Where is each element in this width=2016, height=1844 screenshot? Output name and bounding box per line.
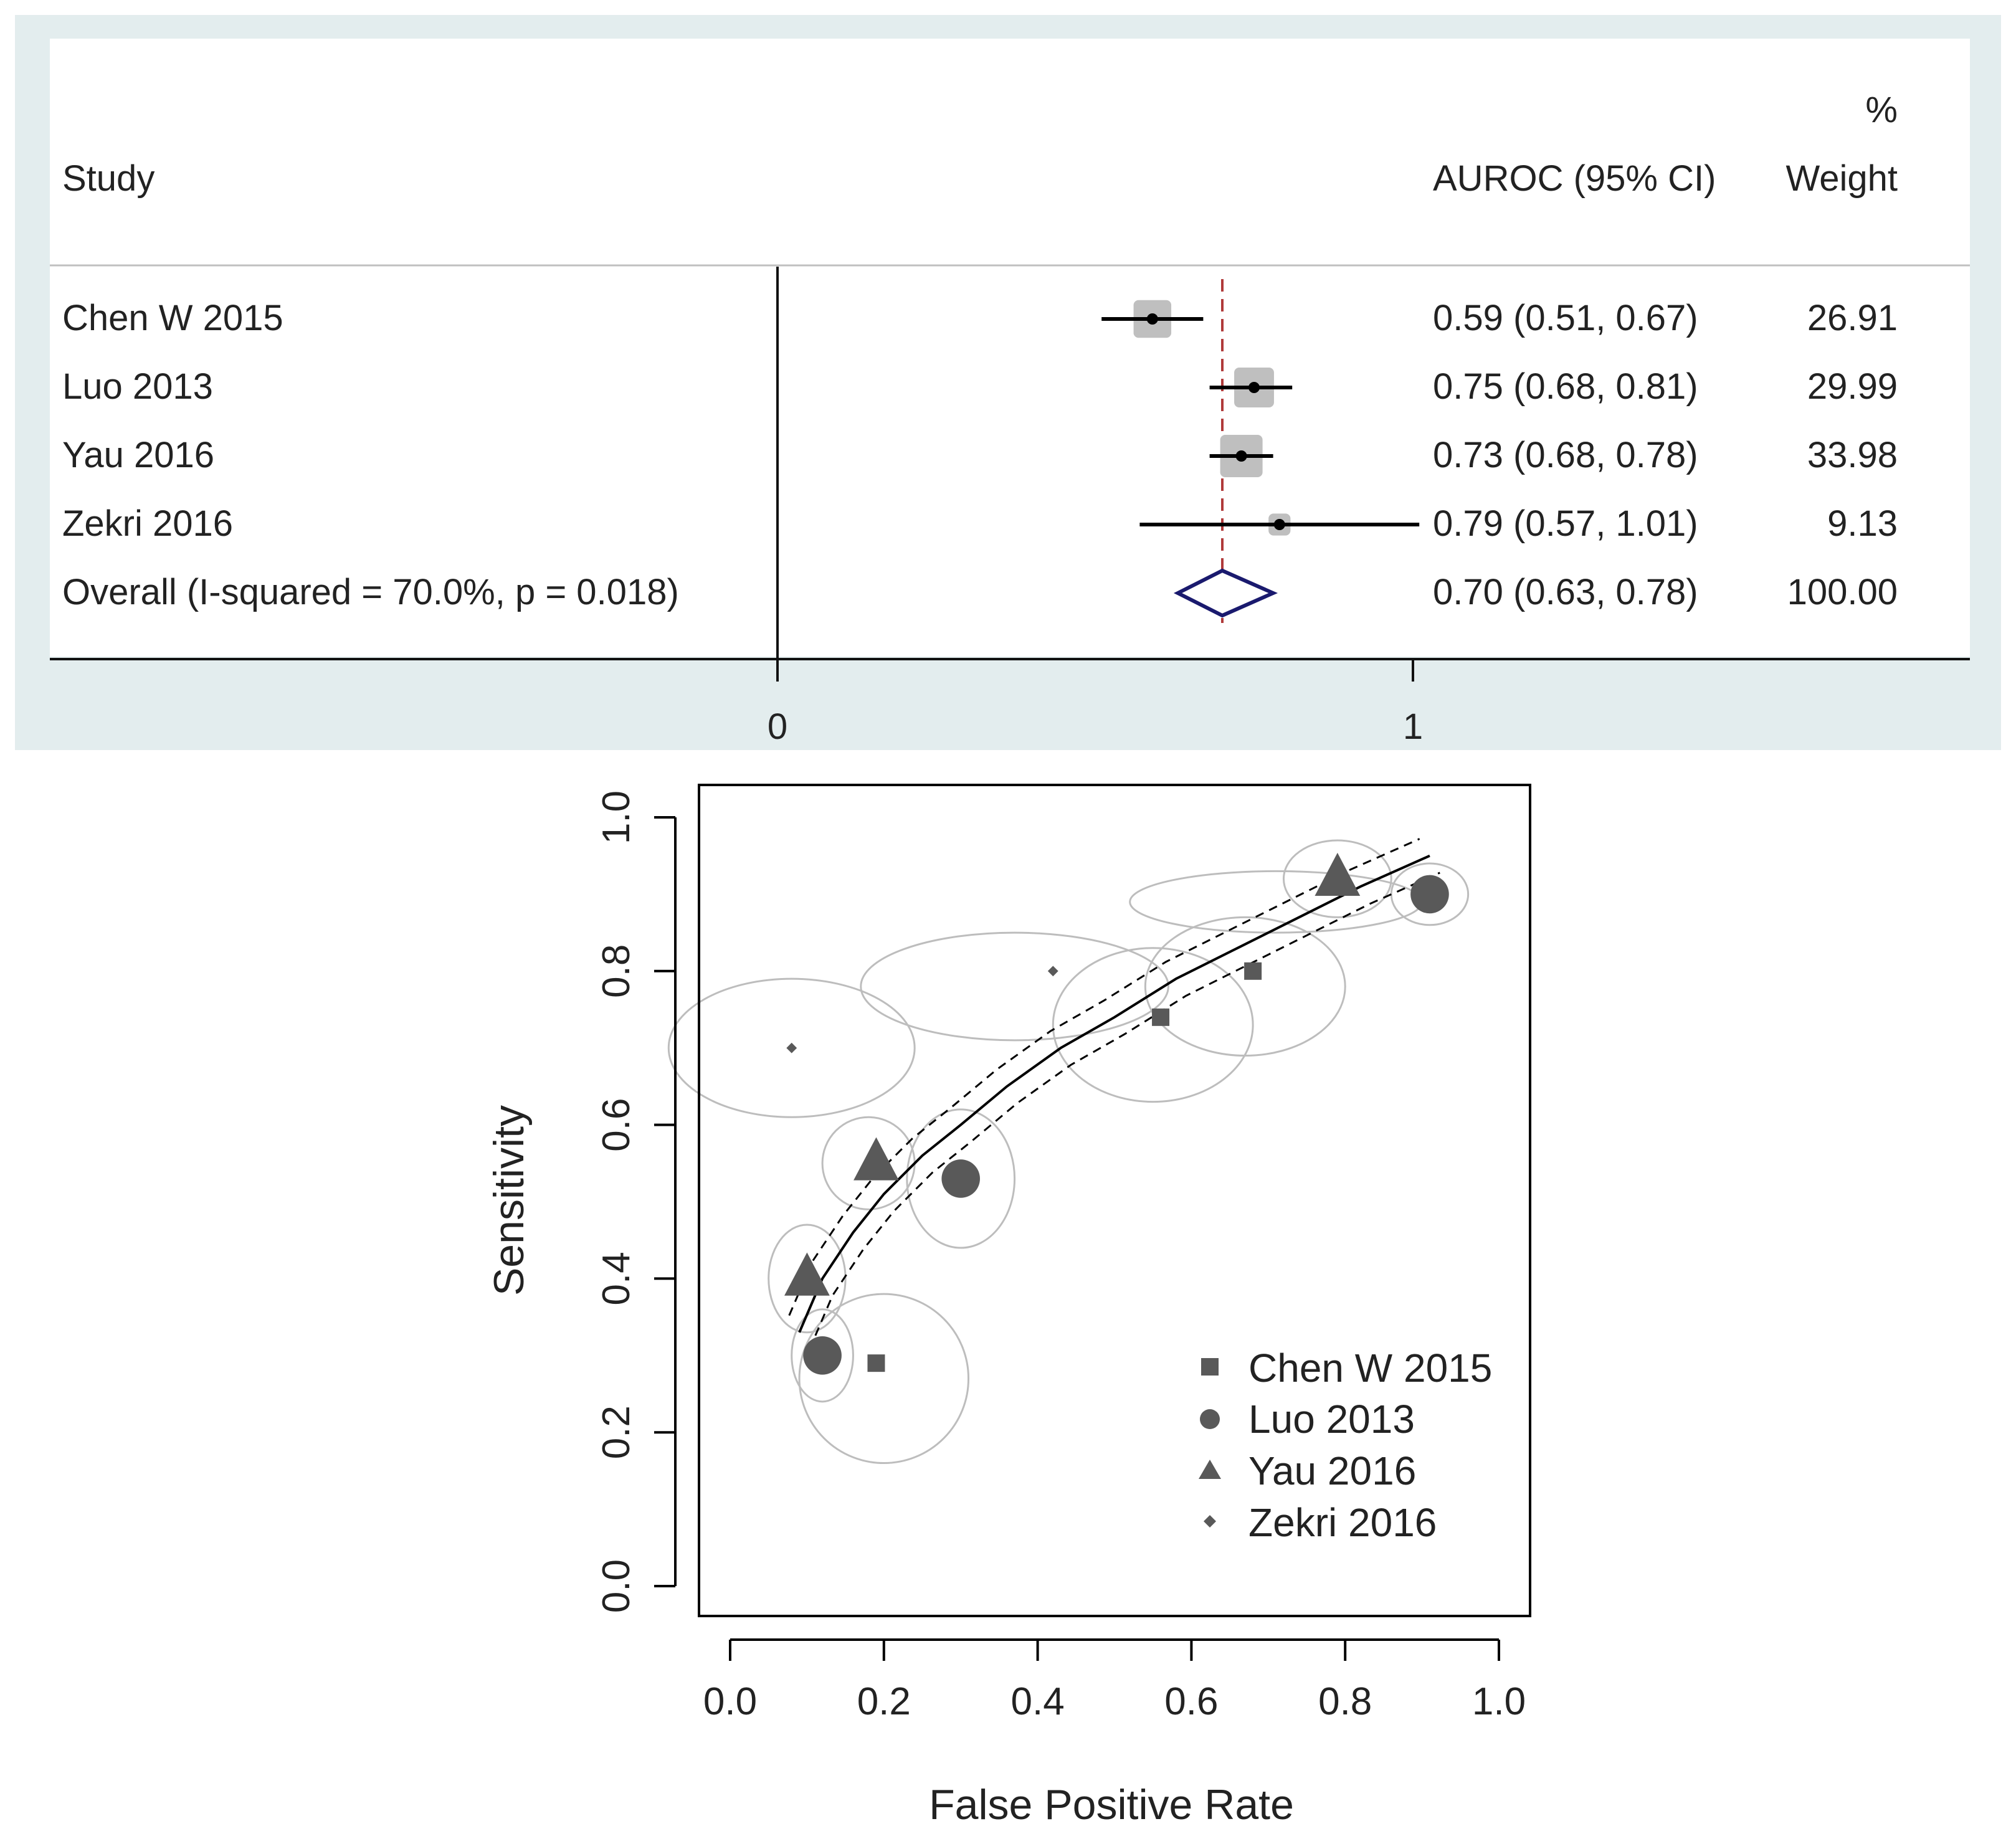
data-point-triangle [784, 1252, 830, 1296]
overall-effect-label: 0.70 (0.63, 0.78) [1433, 572, 1698, 612]
x-tick-label: 0.8 [1318, 1680, 1372, 1723]
confidence-ellipse [860, 931, 1169, 1042]
legend-diamond-icon [1204, 1515, 1216, 1528]
weight-label: 26.91 [1807, 298, 1898, 338]
data-point-circle [803, 1336, 842, 1375]
header-weight: Weight [1786, 158, 1898, 199]
legend-label: Luo 2013 [1248, 1397, 1415, 1442]
confidence-ellipse [1390, 862, 1470, 926]
study-row: Chen W 2015 0.59 (0.51, 0.67) 26.91 [62, 298, 1898, 338]
x-tick-label: 0.4 [1010, 1680, 1064, 1723]
legend-label: Zekri 2016 [1248, 1500, 1437, 1545]
data-point-triangle [1315, 852, 1361, 896]
data-markers [784, 852, 1449, 1375]
overall-row: Overall (I-squared = 70.0%, p = 0.018) 0… [62, 568, 1898, 618]
y-tick-label: 1.0 [595, 791, 638, 844]
point-estimate [1248, 382, 1260, 393]
data-point-diamond [1047, 966, 1058, 977]
x-tick-label: 1.0 [1472, 1680, 1526, 1723]
header-study: Study [62, 158, 155, 199]
y-tick-label: 0.8 [595, 944, 638, 998]
x-tick-label: 0.6 [1164, 1680, 1218, 1723]
sroc-ci-upper [788, 838, 1420, 1316]
sroc-ci-lower [808, 872, 1440, 1350]
data-point-diamond [786, 1042, 797, 1053]
weight-label: 29.99 [1807, 366, 1898, 407]
sroc-axes [654, 816, 1500, 1661]
overall-diamond [1173, 568, 1278, 618]
confidence-ellipse [791, 1308, 854, 1403]
data-point-square [1152, 1008, 1170, 1026]
legend-circle-icon [1200, 1409, 1220, 1429]
effect-label: 0.73 (0.68, 0.78) [1433, 435, 1698, 475]
legend-square-icon [1201, 1358, 1219, 1376]
y-tick-label: 0.0 [595, 1559, 638, 1613]
weight-label: 9.13 [1827, 503, 1898, 544]
data-point-triangle [853, 1137, 899, 1181]
confidence-ellipses [667, 839, 1470, 1465]
point-estimate [1273, 519, 1285, 530]
sroc-curve [788, 838, 1440, 1350]
x-tick-label: 0.2 [857, 1680, 911, 1723]
x-tick-label-1: 1 [1403, 706, 1423, 747]
study-row: Yau 2016 0.73 (0.68, 0.78) 33.98 [62, 435, 1898, 477]
study-name: Zekri 2016 [62, 503, 233, 544]
overall-weight-label: 100.00 [1787, 572, 1898, 612]
study-name: Yau 2016 [62, 435, 214, 475]
point-estimate [1146, 313, 1158, 325]
effect-label: 0.75 (0.68, 0.81) [1433, 366, 1698, 407]
x-axis-title: False Positive Rate [929, 1781, 1294, 1828]
confidence-ellipse [906, 1108, 1016, 1249]
confidence-ellipse [1129, 870, 1424, 934]
confidence-ellipse [1282, 839, 1392, 918]
header-pct: % [1865, 90, 1898, 130]
legend-triangle-icon [1199, 1460, 1221, 1479]
y-tick-label: 0.4 [595, 1252, 638, 1305]
study-name: Chen W 2015 [62, 298, 283, 338]
effect-label: 0.59 (0.51, 0.67) [1433, 298, 1698, 338]
data-point-square [867, 1354, 885, 1372]
y-axis-title: Sensitivity [485, 1105, 533, 1296]
forest-plot-area [50, 39, 1970, 657]
y-tick-label: 0.2 [595, 1405, 638, 1459]
x-tick-label-0: 0 [768, 706, 787, 747]
study-row: Zekri 2016 0.79 (0.57, 1.01) 9.13 [62, 503, 1898, 544]
confidence-ellipse [1144, 916, 1346, 1057]
confidence-ellipse [798, 1293, 970, 1465]
header-effect: AUROC (95% CI) [1433, 158, 1716, 199]
sroc-plot-frame [698, 784, 1531, 1617]
confidence-ellipse [768, 1224, 847, 1334]
data-point-circle [1410, 875, 1449, 914]
forest-plot: % Study AUROC (95% CI) Weight 0 1 Chen W… [15, 15, 2001, 750]
y-tick-label: 0.6 [595, 1098, 638, 1151]
study-name: Luo 2013 [62, 366, 213, 407]
effect-label: 0.79 (0.57, 1.01) [1433, 503, 1698, 544]
sroc-summary-line [798, 854, 1430, 1333]
sroc-plot: 0.0 0.2 0.4 0.6 0.8 1.0 0.0 0.2 0.4 0.6 … [485, 784, 1531, 1828]
point-estimate [1235, 450, 1247, 462]
legend-label: Yau 2016 [1248, 1448, 1416, 1493]
x-tick-label: 0.0 [703, 1680, 757, 1723]
weight-label: 33.98 [1807, 435, 1898, 475]
legend-label: Chen W 2015 [1248, 1346, 1492, 1390]
data-point-square [1244, 962, 1262, 980]
study-row: Luo 2013 0.75 (0.68, 0.81) 29.99 [62, 366, 1898, 407]
confidence-ellipse [667, 977, 916, 1118]
overall-name: Overall (I-squared = 70.0%, p = 0.018) [62, 572, 679, 612]
data-point-circle [941, 1159, 980, 1198]
confidence-ellipse [1052, 947, 1254, 1103]
legend: Chen W 2015 Luo 2013 Yau 2016 Zekri 2016 [1199, 1346, 1492, 1545]
